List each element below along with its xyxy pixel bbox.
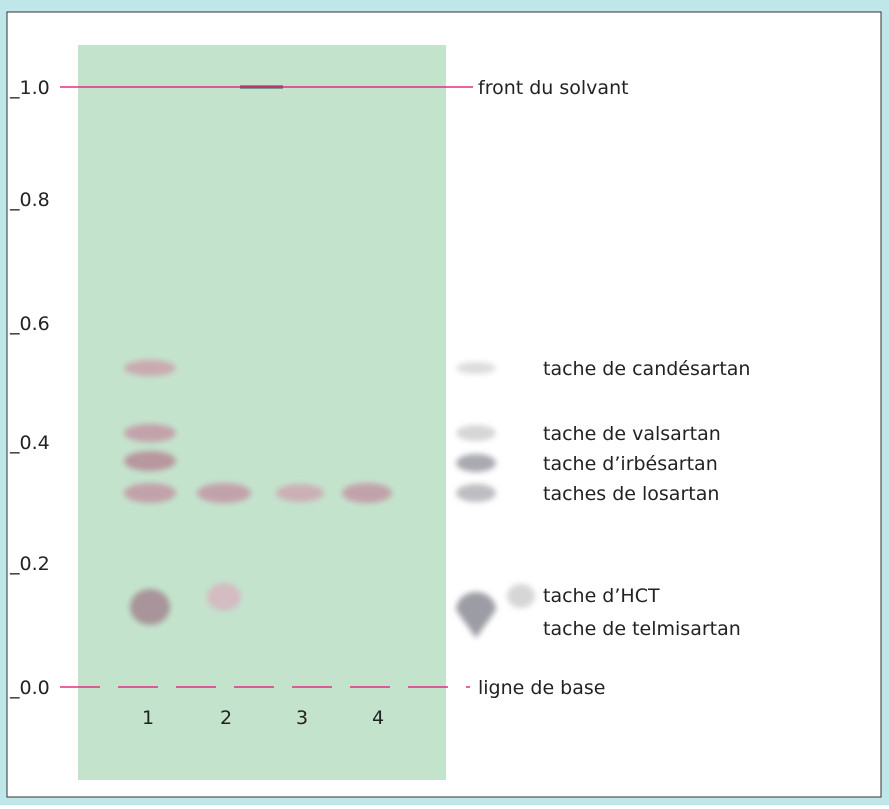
spot: [124, 451, 176, 471]
legend-spot: [456, 484, 496, 502]
spot: [124, 483, 176, 503]
tick-label: _0.2: [9, 553, 50, 575]
tick-label: _0.8: [9, 189, 50, 211]
lane-label: 4: [372, 707, 384, 729]
spot: [124, 424, 176, 442]
spot: [197, 483, 251, 503]
tlc-diagram: _1.0 _0.8 _0.6 _0.4 _0.2 _0.0 front du s…: [0, 0, 889, 805]
legend-spot: [507, 584, 535, 608]
tick-label: _0.4: [9, 432, 50, 454]
tick-label: _0.6: [9, 313, 50, 335]
lane-label: 3: [296, 707, 308, 729]
legend-spot: [456, 454, 496, 472]
legend-label: tache de candésartan: [543, 358, 750, 380]
tick-label: _1.0: [9, 77, 50, 99]
legend-label: tache d’HCT: [543, 585, 660, 607]
spot: [342, 483, 392, 503]
tlc-plate: [78, 45, 446, 780]
legend-spot: [456, 425, 496, 441]
annotation: ligne de base: [478, 677, 605, 699]
legend-label: tache de valsartan: [543, 423, 721, 445]
annotation: front du solvant: [478, 77, 629, 99]
legend-label: tache de telmisartan: [543, 618, 741, 640]
tick-label: _0.0: [9, 677, 50, 699]
legend-spot: [456, 362, 496, 374]
lane-label: 1: [142, 707, 154, 729]
lane-label: 2: [220, 707, 232, 729]
legend-label: taches de losartan: [543, 483, 719, 505]
spot: [124, 360, 176, 376]
spot: [130, 589, 170, 625]
spot: [207, 583, 241, 611]
spot: [276, 484, 324, 502]
legend-label: tache d’irbésartan: [543, 453, 718, 475]
